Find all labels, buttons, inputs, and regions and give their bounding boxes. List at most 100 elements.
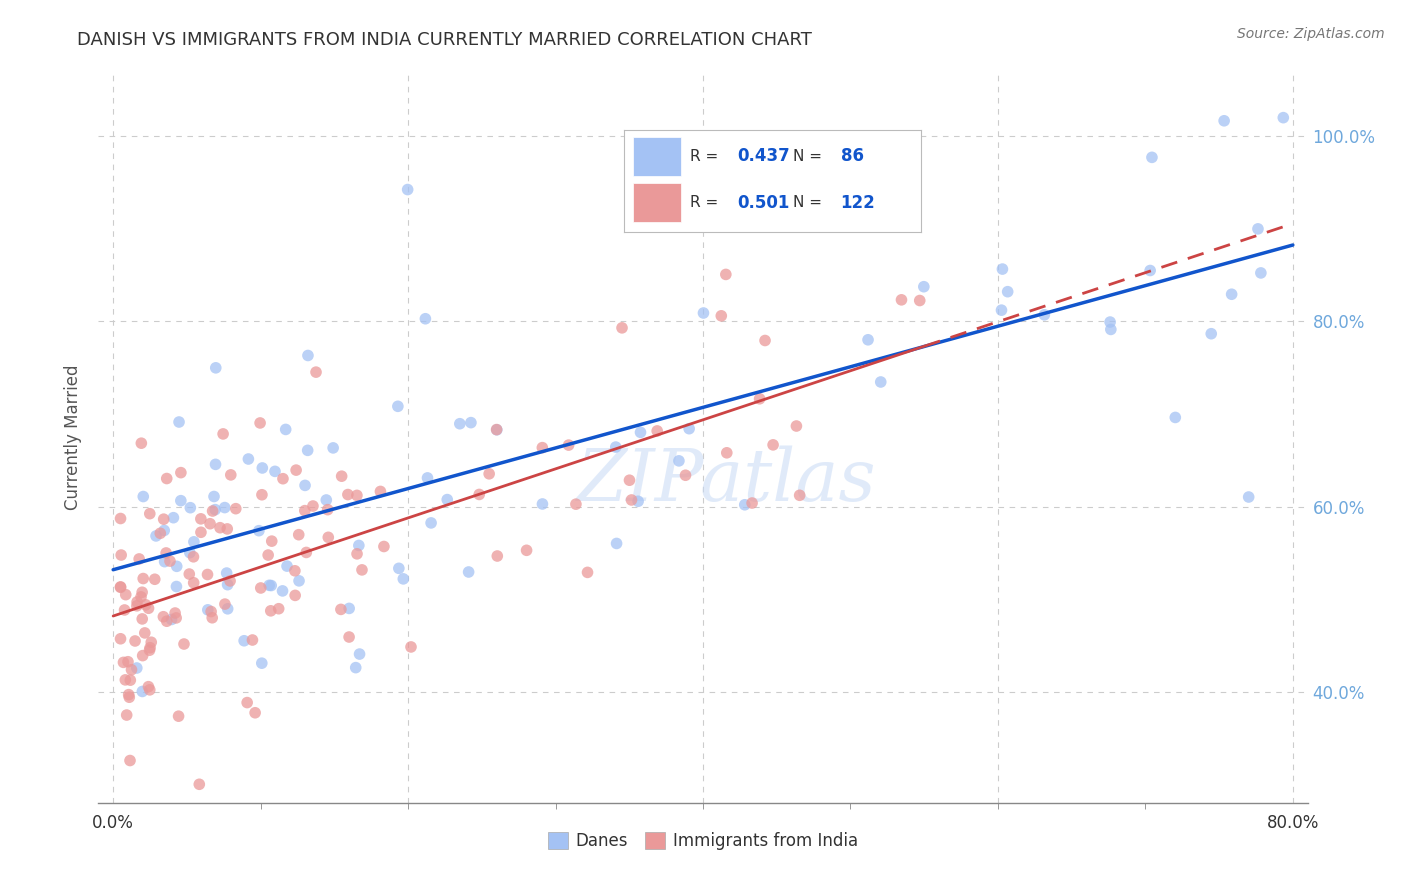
Point: [485, 423, 508, 437]
Point: [1247, 222, 1270, 236]
Point: [165, 611, 187, 625]
Point: [322, 441, 344, 455]
Point: [188, 777, 211, 791]
Point: [115, 708, 138, 723]
Point: [250, 656, 273, 670]
Point: [370, 484, 392, 499]
Point: [449, 417, 471, 431]
Point: [250, 488, 273, 502]
Point: [129, 590, 152, 604]
Point: [139, 640, 162, 655]
Point: [128, 552, 150, 566]
Point: [373, 540, 395, 554]
Point: [890, 293, 912, 307]
Point: [110, 632, 132, 646]
Point: [257, 578, 280, 592]
Point: [165, 580, 187, 594]
Point: [1213, 113, 1236, 128]
Point: [668, 454, 690, 468]
Point: [167, 709, 190, 723]
Point: [141, 635, 163, 649]
Point: [214, 500, 236, 515]
Point: [991, 262, 1014, 277]
Point: [741, 496, 763, 510]
Point: [131, 684, 153, 698]
Point: [127, 595, 149, 609]
Point: [997, 285, 1019, 299]
Point: [856, 333, 879, 347]
Point: [247, 524, 270, 538]
Point: [416, 471, 439, 485]
Point: [337, 630, 360, 644]
Point: [190, 512, 212, 526]
Point: [399, 640, 422, 654]
Point: [152, 512, 174, 526]
Point: [1033, 308, 1056, 322]
Point: [173, 637, 195, 651]
Point: [110, 511, 132, 525]
Point: [716, 446, 738, 460]
Point: [305, 365, 328, 379]
Point: [114, 603, 136, 617]
Point: [350, 563, 373, 577]
Point: [347, 538, 370, 552]
Point: [531, 441, 554, 455]
Point: [346, 488, 368, 502]
Point: [267, 601, 290, 615]
Point: [217, 522, 239, 536]
Point: [330, 469, 353, 483]
Point: [457, 565, 479, 579]
Point: [1099, 322, 1122, 336]
Point: [110, 580, 132, 594]
Point: [114, 673, 136, 687]
Point: [908, 293, 931, 308]
Point: [748, 392, 770, 406]
Point: [420, 516, 443, 530]
Point: [606, 536, 628, 550]
Point: [110, 548, 132, 562]
Point: [219, 574, 242, 588]
Point: [183, 575, 205, 590]
Point: [166, 559, 188, 574]
Point: [201, 611, 224, 625]
Point: [1164, 410, 1187, 425]
Point: [143, 572, 166, 586]
Point: [132, 572, 155, 586]
Point: [125, 661, 148, 675]
Point: [478, 467, 501, 481]
Point: [131, 585, 153, 599]
Point: [131, 648, 153, 663]
Point: [675, 468, 697, 483]
Point: [605, 440, 627, 454]
Point: [576, 566, 599, 580]
Point: [201, 504, 224, 518]
Point: [214, 597, 236, 611]
Point: [197, 567, 219, 582]
Point: [276, 559, 298, 574]
Point: [516, 543, 538, 558]
Point: [156, 614, 179, 628]
Point: [565, 497, 588, 511]
Point: [138, 680, 160, 694]
Text: DANISH VS IMMIGRANTS FROM INDIA CURRENTLY MARRIED CORRELATION CHART: DANISH VS IMMIGRANTS FROM INDIA CURRENTL…: [77, 31, 813, 49]
Point: [1272, 111, 1295, 125]
Point: [118, 688, 141, 702]
Point: [337, 601, 360, 615]
Point: [627, 494, 650, 508]
Point: [336, 487, 359, 501]
Point: [820, 192, 842, 206]
Point: [264, 464, 287, 478]
Point: [153, 555, 176, 569]
Point: [620, 493, 643, 508]
Point: [145, 529, 167, 543]
Point: [200, 605, 222, 619]
Point: [257, 548, 280, 562]
Point: [138, 643, 160, 657]
Point: [212, 426, 235, 441]
Point: [139, 507, 162, 521]
Point: [468, 487, 491, 501]
Point: [159, 554, 181, 568]
Point: [179, 500, 201, 515]
Point: [271, 472, 294, 486]
Point: [236, 696, 259, 710]
